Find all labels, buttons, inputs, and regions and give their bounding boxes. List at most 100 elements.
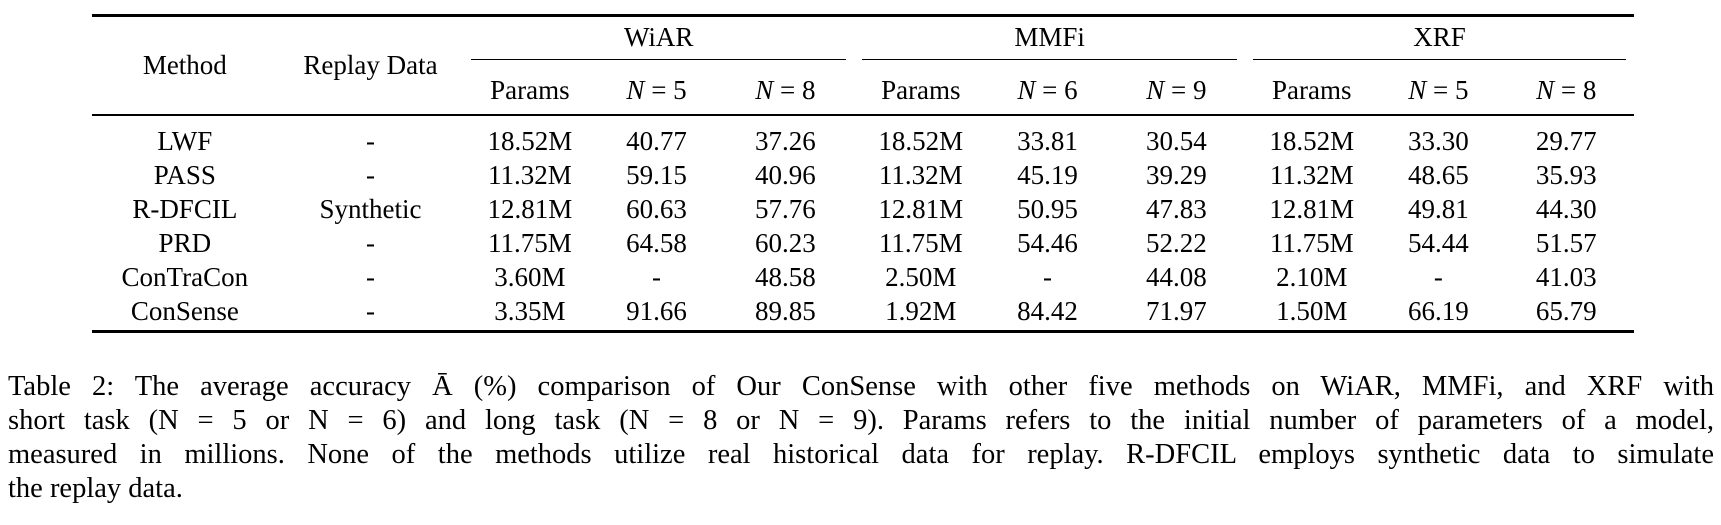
group-rule <box>1253 59 1626 60</box>
value-cell: 11.75M <box>878 227 963 258</box>
value-cell: 30.54 <box>1145 125 1207 156</box>
value-cell: 48.58 <box>755 261 816 292</box>
column-header: N = 9 <box>1107 67 1246 116</box>
group-rule <box>862 59 1238 60</box>
value-cell: 39.29 <box>1145 159 1207 190</box>
caption-line: measured in millions. None of the method… <box>8 439 1714 470</box>
column-header: Params <box>1245 67 1379 116</box>
value-cell: 71.97 <box>1107 294 1246 333</box>
group-rule <box>471 59 847 60</box>
value-cell: 44.08 <box>1145 261 1207 292</box>
value-cell: 48.65 <box>1408 159 1469 190</box>
group-header-mmfi: MMFi <box>854 14 1246 67</box>
value-cell: 59.15 <box>626 159 687 190</box>
value-cell: 35.93 <box>1535 159 1597 190</box>
group-label: WiAR <box>624 22 694 52</box>
value-cell: 12.81M <box>487 193 573 224</box>
value-cell: 65.79 <box>1498 294 1634 333</box>
value-cell: 18.52M <box>1269 125 1355 156</box>
replay-cell: Synthetic <box>319 193 422 224</box>
value-cell: 1.92M <box>854 294 988 333</box>
table-row: R-DFCIL Synthetic 12.81M 60.63 57.76 12.81M 50… <box>92 192 1634 226</box>
value-cell: 3.35M <box>463 294 597 333</box>
column-header: N = 8 <box>1498 67 1634 116</box>
method-cell: ConTraCon <box>121 261 249 292</box>
value-cell: 11.32M <box>488 159 572 190</box>
table-row: ConSense -3.35M 91.66 89.85 1.92M 84.42 71.97 1… <box>92 294 1634 333</box>
value-cell: 49.81 <box>1408 193 1469 224</box>
value-cell: 51.57 <box>1535 227 1597 258</box>
column-header: N = 5 <box>596 67 717 116</box>
value-cell: 41.03 <box>1535 261 1597 292</box>
value-cell: 84.42 <box>987 294 1108 333</box>
value-cell: 11.32M <box>878 159 963 190</box>
method-cell: R-DFCIL <box>132 193 238 224</box>
value-cell: 54.44 <box>1408 227 1469 258</box>
value-cell: 2.50M <box>885 261 957 292</box>
replay-cell: - <box>365 159 375 190</box>
value-cell: 11.75M <box>1269 227 1354 258</box>
caption-line: short task (N = 5 or N = 6) and long tas… <box>8 405 1714 436</box>
table-body: LWF - 18.52M 40.77 37.26 18.52M 33.81 30.54 18.5… <box>92 115 1634 333</box>
value-cell: - <box>1433 261 1443 292</box>
value-cell: 18.52M <box>487 125 573 156</box>
column-header: N = 5 <box>1378 67 1499 116</box>
value-cell: 18.52M <box>878 125 964 156</box>
value-cell: - <box>652 261 662 292</box>
value-cell: 40.77 <box>626 125 687 156</box>
replay-cell: - <box>365 125 375 156</box>
value-cell: 52.22 <box>1145 227 1207 258</box>
method-cell: LWF <box>157 125 213 156</box>
replay-cell: - <box>365 261 375 292</box>
column-header: N = 6 <box>987 67 1108 116</box>
header-replay-data: Replay Data <box>277 14 464 116</box>
method-cell: PRD <box>158 227 212 258</box>
value-cell: 12.81M <box>1269 193 1355 224</box>
value-cell: 40.96 <box>755 159 816 190</box>
value-cell: 37.26 <box>755 125 816 156</box>
method-cell: ConSense <box>92 294 278 333</box>
table-row: PRD - 11.75M 64.58 60.23 11.75M 54.46 52.22 11.7… <box>92 226 1634 260</box>
value-cell: 45.19 <box>1017 159 1078 190</box>
value-cell: 47.83 <box>1145 193 1207 224</box>
value-cell: 60.63 <box>626 193 687 224</box>
column-header: Params <box>463 67 597 116</box>
value-cell: 11.32M <box>1269 159 1354 190</box>
caption-line: the replay data. <box>8 473 183 504</box>
group-label: MMFi <box>1014 22 1085 52</box>
group-label: XRF <box>1413 22 1466 52</box>
group-header-xrf: XRF <box>1245 14 1634 67</box>
results-table: Method Replay Data WiAR MMFi XRF Params N… <box>92 14 1634 333</box>
value-cell: - <box>1042 261 1052 292</box>
value-cell: 29.77 <box>1535 125 1597 156</box>
table-row: PASS - 11.32M 59.15 40.96 11.32M 45.19 39.29 11.… <box>92 158 1634 192</box>
column-header: Params <box>854 67 988 116</box>
value-cell: 33.81 <box>1017 125 1078 156</box>
value-cell: 66.19 <box>1378 294 1499 333</box>
value-cell: 64.58 <box>626 227 687 258</box>
value-cell: 12.81M <box>878 193 964 224</box>
column-header: N = 8 <box>716 67 855 116</box>
method-cell: PASS <box>153 159 216 190</box>
value-cell: 57.76 <box>755 193 816 224</box>
replay-cell: - <box>277 294 464 333</box>
table-row: LWF - 18.52M 40.77 37.26 18.52M 33.81 30.54 18.5… <box>92 115 1634 158</box>
value-cell: 91.66 <box>596 294 717 333</box>
value-cell: 3.60M <box>494 261 566 292</box>
value-cell: 60.23 <box>755 227 816 258</box>
value-cell: 44.30 <box>1535 193 1597 224</box>
value-cell: 2.10M <box>1276 261 1348 292</box>
table-caption: Table 2: The average accuracy Ā (%) comp… <box>8 370 1714 506</box>
value-cell: 11.75M <box>488 227 572 258</box>
value-cell: 54.46 <box>1017 227 1078 258</box>
value-cell: 50.95 <box>1017 193 1078 224</box>
value-cell: 89.85 <box>716 294 855 333</box>
header-method: Method <box>92 14 278 116</box>
value-cell: 1.50M <box>1245 294 1379 333</box>
caption-line: Table 2: The average accuracy Ā (%) comp… <box>8 371 1714 402</box>
replay-cell: - <box>365 227 375 258</box>
value-cell: 33.30 <box>1408 125 1469 156</box>
table-row: ConTraCon - 3.60M - 48.58 2.50M - 44.08 2.10M - 41… <box>92 260 1634 294</box>
group-header-wiar: WiAR <box>463 14 855 67</box>
